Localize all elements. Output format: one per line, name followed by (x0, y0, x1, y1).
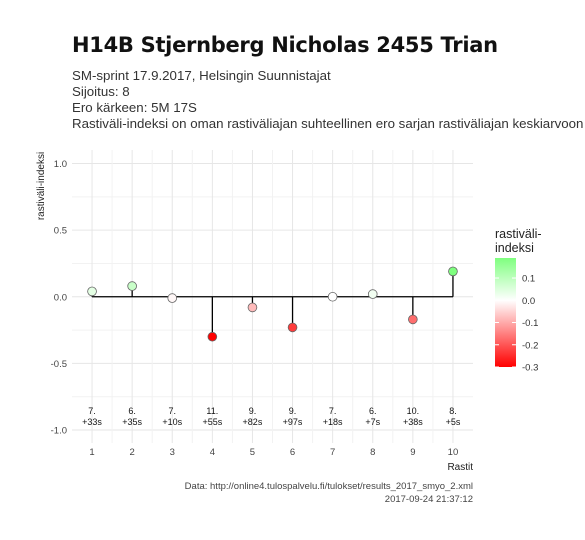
data-point (287, 322, 298, 333)
legend-tick-label: -0.3 (522, 363, 538, 374)
subtitle-description: Rastiväli-indeksi on oman rastiväliajan … (72, 116, 584, 131)
legend-ticks: 0.1 0.0 -0.1 -0.2 -0.3 (495, 274, 538, 374)
subtitle-gap: Ero kärkeen: 5M 17S (72, 100, 197, 115)
y-tick-label: 1.0 (54, 159, 67, 170)
legend-title-line1: rastiväli- (495, 227, 542, 241)
data-point (367, 289, 378, 299)
data-point (127, 281, 137, 291)
y-tick-label: -1.0 (51, 426, 67, 437)
axes: 1.0 0.5 0.0 -0.5 -1.0 1 2 3 4 5 6 7 8 9 10 (51, 159, 459, 458)
x-tick-label: 7 (330, 447, 335, 458)
y-axis-label: rastiväli-indeksi (36, 152, 47, 220)
x-tick-label: 2 (130, 447, 135, 458)
timestamp-caption: 2017-09-24 21:37:12 (384, 494, 473, 505)
point-diff-label: +82s (243, 417, 263, 427)
point-labels: 7.+33s6.+35s7.+10s11.+55s9.+82s9.+97s7.+… (82, 406, 461, 427)
x-tick-label: 3 (170, 447, 175, 458)
point-diff-label: +97s (283, 417, 303, 427)
data-point (327, 291, 338, 302)
legend-tick-label: -0.1 (522, 318, 538, 329)
x-tick-label: 6 (290, 447, 295, 458)
point-rank-label: 6. (128, 406, 136, 416)
point-diff-label: +18s (323, 417, 343, 427)
y-tick-label: 0.5 (54, 226, 67, 237)
x-tick-label: 4 (210, 447, 215, 458)
x-tick-label: 9 (410, 447, 415, 458)
data-point (247, 302, 258, 313)
point-diff-label: +38s (403, 417, 423, 427)
source-caption: Data: http://online4.tulospalvelu.fi/tul… (184, 481, 473, 492)
point-rank-label: 6. (369, 406, 377, 416)
point-diff-label: +55s (202, 417, 222, 427)
point-rank-label: 9. (249, 406, 257, 416)
legend-colorbar (495, 258, 516, 367)
x-axis-label: Rastit (447, 462, 473, 473)
data-point (408, 314, 418, 325)
y-tick-label: -0.5 (51, 359, 67, 370)
data-points (87, 266, 458, 342)
point-diff-label: +7s (365, 417, 380, 427)
data-point (167, 293, 178, 303)
legend-tick-label: 0.1 (522, 274, 535, 285)
y-tick-label: 0.0 (54, 292, 67, 303)
data-point (448, 266, 458, 277)
point-diff-label: +33s (82, 417, 102, 427)
subtitle-event: SM-sprint 17.9.2017, Helsingin Suunnista… (72, 68, 331, 83)
legend-tick-label: -0.2 (522, 340, 538, 351)
legend-title-line2: indeksi (495, 241, 534, 255)
point-diff-label: +35s (122, 417, 142, 427)
legend-tick-label: 0.0 (522, 296, 535, 307)
color-legend: rastiväli- indeksi 0.1 0.0 -0.1 -0.2 -0.3 (495, 227, 542, 374)
point-rank-label: 7. (88, 406, 96, 416)
x-tick-label: 8 (370, 447, 375, 458)
data-point (207, 331, 218, 342)
x-tick-label: 1 (89, 447, 94, 458)
point-diff-label: +5s (446, 417, 461, 427)
x-tick-label: 5 (250, 447, 255, 458)
point-rank-label: 8. (449, 406, 457, 416)
x-tick-label: 10 (448, 447, 459, 458)
data-point (87, 286, 97, 297)
point-rank-label: 7. (168, 406, 176, 416)
point-rank-label: 9. (289, 406, 297, 416)
point-rank-label: 7. (329, 406, 337, 416)
point-rank-label: 10. (407, 406, 420, 416)
subtitle-placement: Sijoitus: 8 (72, 84, 130, 99)
point-diff-label: +10s (162, 417, 182, 427)
chart-title: H14B Stjernberg Nicholas 2455 Trian (72, 33, 498, 57)
point-rank-label: 11. (206, 406, 218, 416)
